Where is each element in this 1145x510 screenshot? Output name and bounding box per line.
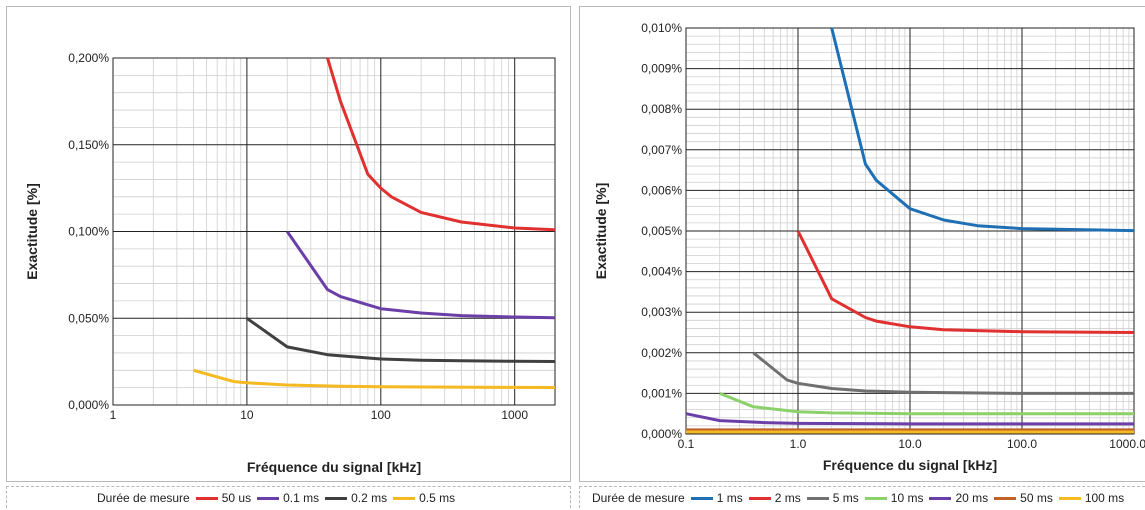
legend-entry: 20 ms: [929, 491, 988, 505]
grid: [685, 27, 1135, 435]
chart-panel-left: 0,000% 0,050% 0,100% 0,150% 0,200% 1 10 100 1000…: [6, 6, 571, 482]
legend-label: 50 ms: [1020, 491, 1053, 505]
legend-title: Durée de mesure: [97, 491, 190, 505]
legend-label: 20 ms: [955, 491, 989, 505]
y-tick-label: 0,200%: [68, 51, 109, 65]
legend-entry: 5 ms: [806, 491, 859, 505]
legend-swatch: [929, 496, 952, 500]
legend-label: 5 ms: [832, 491, 859, 505]
y-tick-label: 0,003%: [641, 305, 682, 319]
x-tick-label: 1.0: [790, 437, 807, 451]
legend-entry: 100 ms: [1058, 491, 1125, 505]
legend-swatch: [393, 496, 416, 500]
x-tick-label: 100.0: [1007, 437, 1037, 451]
legend-left: Durée de mesure 50 us 0.1 ms 0.2 ms 0.5 ms: [6, 486, 571, 508]
series-line-0-2-ms: [246, 317, 556, 363]
legend-label: 0.1 ms: [283, 491, 320, 505]
legend-swatch: [806, 496, 829, 500]
x-axis-label: Fréquence du signal [kHz]: [823, 457, 997, 473]
y-tick-label: 0,008%: [641, 102, 682, 116]
legend-title: Durée de mesure: [592, 491, 685, 505]
chart-panel-right: 0,000% 0,001% 0,002% 0,003% 0,004% 0,005% 0,00…: [579, 6, 1145, 482]
legend-entry: 0.1 ms: [257, 491, 319, 505]
x-tick-label: 10.0: [898, 437, 922, 451]
y-tick-label: 0,002%: [641, 346, 682, 360]
y-tick-label: 0,007%: [641, 143, 682, 157]
y-tick-label: 0,004%: [641, 265, 682, 279]
legend-label: 0.5 ms: [419, 491, 456, 505]
series-line-20-ms: [685, 412, 1134, 426]
x-tick-label: 10: [240, 408, 254, 422]
legend-swatch: [690, 496, 713, 500]
plot-frame: [685, 27, 1135, 435]
legend-entry: 2 ms: [748, 491, 801, 505]
legend-swatch: [864, 496, 887, 500]
legend-entry: 0.2 ms: [325, 491, 387, 505]
legend-label: 10 ms: [890, 491, 924, 505]
legend-entry: 10 ms: [864, 491, 924, 505]
legend-label: 100 ms: [1084, 491, 1125, 505]
legend-swatch: [994, 496, 1017, 500]
legend-label: 1 ms: [716, 491, 743, 505]
series-line-5-ms: [752, 351, 1134, 395]
y-tick-label: 0,000%: [68, 398, 109, 412]
legend-swatch: [195, 496, 218, 500]
series-line-0-5-ms: [193, 368, 556, 389]
y-tick-label: 0,009%: [641, 62, 682, 76]
legend-label: 2 ms: [774, 491, 801, 505]
y-tick-label: 0,006%: [641, 183, 682, 197]
x-tick-label: 0.1: [678, 437, 695, 451]
series-line-50-us: [326, 57, 556, 232]
legend-label: 50 us: [221, 491, 252, 505]
y-axis-label: Exactitude [%]: [593, 183, 609, 279]
legend-entry: 1 ms: [690, 491, 743, 505]
y-tick-label: 0,050%: [68, 311, 109, 325]
legend-entry: 0.5 ms: [393, 491, 455, 505]
legend-swatch: [1058, 496, 1081, 500]
y-tick-label: 0,150%: [68, 138, 109, 152]
legend-swatch: [257, 496, 280, 500]
legend-swatch: [325, 496, 348, 500]
legend-swatch: [748, 496, 771, 500]
y-tick-label: 0,100%: [68, 225, 109, 239]
y-tick-label: 0,001%: [641, 386, 682, 400]
legend-entry: 50 ms: [994, 491, 1053, 505]
x-tick-label: 100: [371, 408, 391, 422]
y-tick-label: 0,000%: [641, 427, 682, 441]
x-tick-label: 1: [110, 408, 117, 422]
series-line-10-ms: [719, 392, 1134, 416]
legend-entry: 50 us: [195, 491, 252, 505]
legend-right: Durée de mesure 1 ms 2 ms 5 ms 10 ms 20 ms 50…: [579, 486, 1145, 508]
series-line-0-1-ms: [285, 230, 556, 320]
chart-left: 0,000% 0,050% 0,100% 0,150% 0,200% 1 10 100 1000…: [24, 51, 556, 475]
x-tick-label: 1000: [501, 408, 528, 422]
chart-right: 0,000% 0,001% 0,002% 0,003% 0,004% 0,005% 0,00…: [593, 21, 1145, 473]
series-line-1-ms: [830, 27, 1135, 233]
y-tick-label: 0,005%: [641, 224, 682, 238]
y-axis-label: Exactitude [%]: [24, 183, 40, 279]
y-tick-label: 0,010%: [641, 21, 682, 35]
x-tick-label: 1000.0: [1109, 437, 1145, 451]
grid: [112, 57, 555, 406]
x-axis-label: Fréquence du signal [kHz]: [247, 459, 421, 475]
legend-label: 0.2 ms: [351, 491, 388, 505]
series-line-2-ms: [796, 230, 1135, 334]
plot-frame: [112, 57, 556, 406]
